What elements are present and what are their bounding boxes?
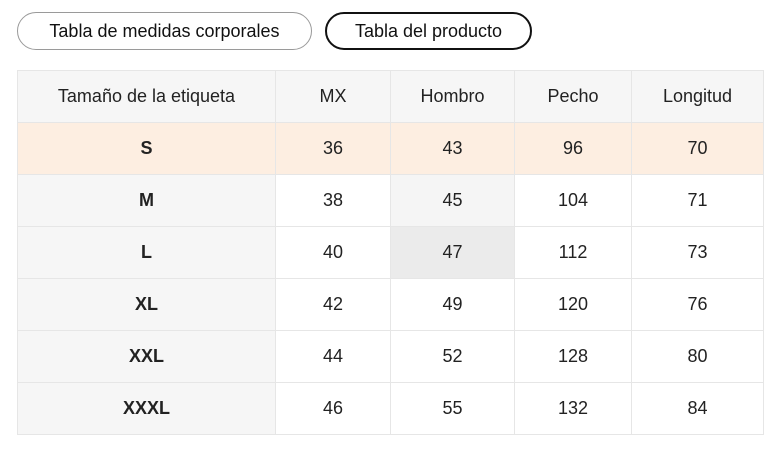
table-cell: 71 [631, 174, 764, 227]
table-cell: 84 [631, 382, 764, 435]
tab-button[interactable]: Tabla de medidas corporales [17, 12, 312, 50]
table-cell: 73 [631, 226, 764, 279]
table-cell: 120 [514, 278, 632, 331]
table-row: XXL 44 52 128 80 [17, 330, 764, 383]
header-cell: Tamaño de la etiqueta [17, 70, 276, 123]
header-cell: Longitud [631, 70, 764, 123]
table-cell: 42 [275, 278, 391, 331]
tab-button[interactable]: Tabla del producto [325, 12, 532, 50]
table-cell: M [17, 174, 276, 227]
header-cell: Hombro [390, 70, 515, 123]
table-cell: 76 [631, 278, 764, 331]
table-cell: 47 [390, 226, 515, 279]
table-cell: 70 [631, 122, 764, 175]
table-cell: 132 [514, 382, 632, 435]
size-table: Tamaño de la etiqueta MX Hombro Pecho Longit… [17, 70, 764, 435]
table-row: S 36 43 96 70 [17, 122, 764, 175]
table-cell: 112 [514, 226, 632, 279]
table-cell: 96 [514, 122, 632, 175]
table-cell: 52 [390, 330, 515, 383]
table-cell: 36 [275, 122, 391, 175]
table-row: M 38 45 104 71 [17, 174, 764, 227]
table-cell: XXL [17, 330, 276, 383]
table-cell: 55 [390, 382, 515, 435]
header-cell: Pecho [514, 70, 632, 123]
table-row: XXXL 46 55 132 84 [17, 382, 764, 435]
table-cell: XL [17, 278, 276, 331]
table-cell: 46 [275, 382, 391, 435]
table-cell: XXXL [17, 382, 276, 435]
table-cell: S [17, 122, 276, 175]
header-cell: MX [275, 70, 391, 123]
table-cell: 49 [390, 278, 515, 331]
table-cell: 38 [275, 174, 391, 227]
table-cell: 44 [275, 330, 391, 383]
table-cell: 104 [514, 174, 632, 227]
table-cell: 43 [390, 122, 515, 175]
header-row: Tamaño de la etiqueta MX Hombro Pecho Longit… [17, 70, 764, 123]
table-cell: 128 [514, 330, 632, 383]
table-cell: 40 [275, 226, 391, 279]
table-row: L 40 47 112 73 [17, 226, 764, 279]
table-cell: 80 [631, 330, 764, 383]
table-cell: 45 [390, 174, 515, 227]
table-row: XL 42 49 120 76 [17, 278, 764, 331]
table-cell: L [17, 226, 276, 279]
